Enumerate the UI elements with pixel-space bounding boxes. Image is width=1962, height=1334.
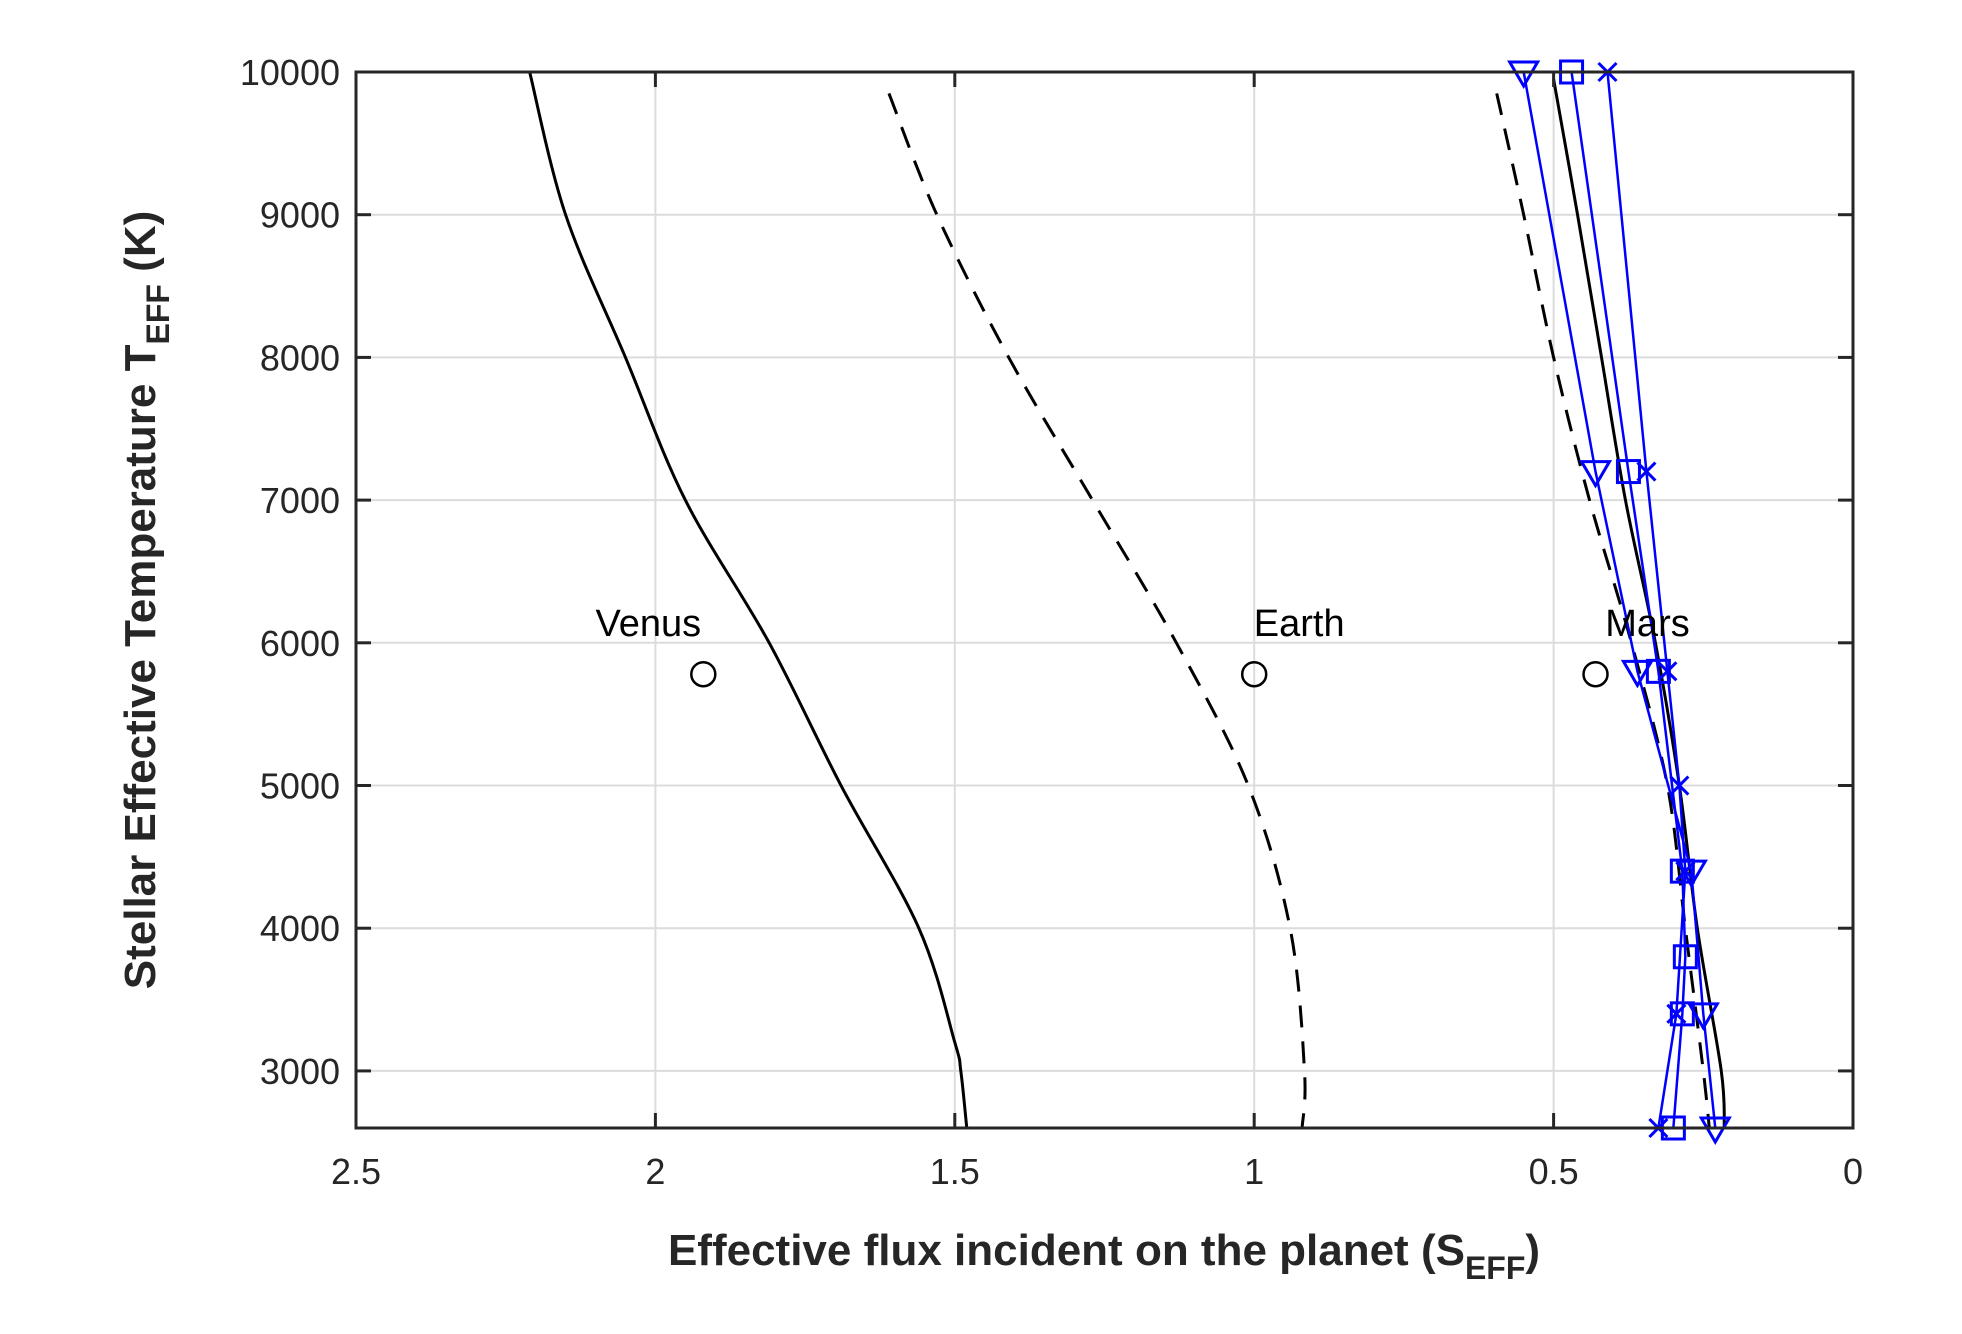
x-marker — [1669, 775, 1690, 796]
planet-label: Earth — [1254, 603, 1345, 645]
x-tick-label: 0.5 — [1529, 1151, 1579, 1192]
planet-label: Mars — [1605, 603, 1689, 645]
x-tick-label: 2 — [645, 1151, 665, 1192]
y-tick-label: 7000 — [260, 480, 340, 521]
series-line — [1570, 71, 1687, 1129]
dashed-curve — [887, 92, 1307, 1129]
triangle-marker — [1698, 1116, 1732, 1145]
x-axis-label: Effective flux incident on the planet (S… — [668, 1226, 1540, 1286]
x-marker — [1666, 1003, 1687, 1024]
series-line — [1522, 71, 1717, 1129]
solid-curve — [528, 71, 969, 1129]
x-tick-label: 1 — [1244, 1151, 1264, 1192]
planets: Venus Earth Mars — [595, 603, 1690, 688]
square-marker — [1672, 944, 1698, 970]
y-tick-label: 9000 — [260, 195, 340, 236]
planet-marker — [1240, 660, 1268, 688]
triangle-marker — [1620, 659, 1655, 689]
ticks: 2.5 2 1.5 1 0.5 0 3000 4000 5000 6000 7000 8000 9000… — [240, 52, 1863, 1192]
y-tick-label: 10000 — [240, 52, 340, 93]
planet-label: Venus — [595, 603, 701, 645]
square-marker — [1669, 858, 1695, 884]
square-marker — [1669, 1001, 1695, 1027]
x-tick-label: 1.5 — [930, 1151, 980, 1192]
series — [1507, 59, 1732, 1145]
x-marker — [1675, 861, 1696, 882]
y-tick-label: 4000 — [260, 908, 340, 949]
curves — [528, 71, 1726, 1129]
triangle-marker — [1507, 60, 1541, 89]
axes-box — [354, 70, 1855, 1130]
x-marker — [1636, 461, 1657, 482]
triangle-marker — [1578, 460, 1613, 489]
square-marker — [1615, 459, 1641, 485]
y-tick-label: 8000 — [260, 337, 340, 378]
y-axis-label: Stellar Effective Temperature TEFF (K) — [116, 211, 176, 990]
planet-marker — [690, 660, 717, 688]
x-marker — [1657, 661, 1678, 682]
grid — [355, 71, 1854, 1128]
triangle-marker — [1686, 1002, 1720, 1031]
y-tick-label: 5000 — [260, 766, 340, 807]
x-tick-label: 0 — [1843, 1151, 1863, 1192]
y-tick-label: 3000 — [260, 1051, 340, 1092]
y-tick-label: 6000 — [260, 623, 340, 664]
x-tick-label: 2.5 — [331, 1151, 381, 1192]
planet-marker — [1582, 660, 1609, 688]
